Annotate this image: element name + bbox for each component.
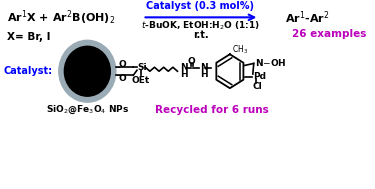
Text: N$-$OH: N$-$OH bbox=[255, 57, 286, 68]
Text: Catalyst:: Catalyst: bbox=[4, 66, 53, 76]
Text: $t$-BuOK, EtOH:H$_2$O (1:1): $t$-BuOK, EtOH:H$_2$O (1:1) bbox=[141, 19, 260, 32]
Text: Recycled for 6 runs: Recycled for 6 runs bbox=[154, 105, 268, 115]
Text: –: – bbox=[115, 70, 120, 80]
Circle shape bbox=[59, 40, 116, 102]
Text: Cl: Cl bbox=[253, 81, 262, 91]
Circle shape bbox=[64, 46, 110, 96]
Text: Si: Si bbox=[137, 63, 147, 72]
Text: Pd: Pd bbox=[253, 72, 266, 81]
Text: Ar$^1$X + Ar$^2$B(OH)$_2$: Ar$^1$X + Ar$^2$B(OH)$_2$ bbox=[8, 8, 115, 27]
Text: Catalyst (0.3 mol%): Catalyst (0.3 mol%) bbox=[147, 1, 255, 11]
Text: –: – bbox=[115, 62, 120, 72]
Text: X= Br, I: X= Br, I bbox=[8, 32, 51, 42]
Text: 26 examples: 26 examples bbox=[292, 29, 367, 39]
Text: N: N bbox=[201, 63, 208, 72]
Text: $\mathsf{CH_3}$: $\mathsf{CH_3}$ bbox=[232, 43, 248, 56]
Text: H: H bbox=[201, 70, 208, 79]
Text: O: O bbox=[118, 74, 126, 83]
Text: Ar$^1$-Ar$^2$: Ar$^1$-Ar$^2$ bbox=[285, 9, 330, 26]
Text: SiO$_2$@Fe$_3$O$_4$ NPs: SiO$_2$@Fe$_3$O$_4$ NPs bbox=[46, 104, 129, 116]
Text: r.t.: r.t. bbox=[193, 30, 208, 40]
Text: O: O bbox=[188, 57, 195, 66]
Text: N: N bbox=[180, 63, 188, 72]
Text: OEt: OEt bbox=[132, 76, 150, 85]
FancyArrowPatch shape bbox=[145, 15, 254, 20]
Text: H: H bbox=[180, 70, 188, 79]
Text: O: O bbox=[118, 60, 126, 69]
